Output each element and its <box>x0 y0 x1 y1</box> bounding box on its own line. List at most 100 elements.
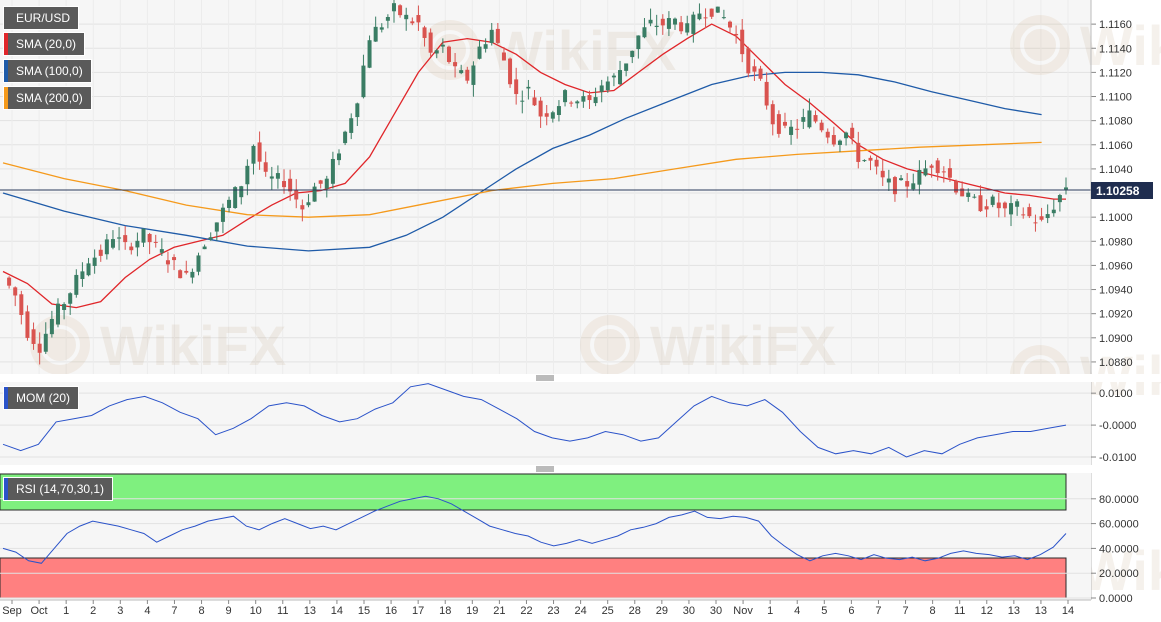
pane-divider-2[interactable] <box>0 465 1161 473</box>
candle-body <box>679 22 684 32</box>
sma20-legend[interactable]: SMA (20,0) <box>3 32 86 56</box>
candle-body <box>642 27 647 38</box>
rsi-grid <box>0 498 1091 599</box>
candle-body <box>165 260 170 265</box>
candle-body <box>117 237 122 239</box>
candle-body <box>752 66 757 72</box>
candle-body <box>819 122 824 131</box>
candle-body <box>935 160 940 174</box>
time-tick-label: Sep <box>2 605 22 617</box>
pane-resize-handle-2[interactable] <box>536 466 554 472</box>
watermark-logo-ring <box>40 325 80 365</box>
momentum-swatch <box>4 387 8 409</box>
candle-body <box>190 271 195 278</box>
candle-body <box>495 28 500 43</box>
candle-body <box>391 3 396 12</box>
momentum-legend[interactable]: MOM (20) <box>3 386 79 410</box>
candle-body <box>257 142 262 162</box>
current-price-label: 1.10258 <box>1096 184 1140 198</box>
candle-body <box>654 25 659 28</box>
candle-body <box>233 187 238 209</box>
sma200-legend[interactable]: SMA (200,0) <box>3 86 92 110</box>
time-tick-label: 13 <box>1008 605 1020 617</box>
momentum-axis: 0.0100 -0.0000 -0.0100 <box>1091 388 1136 464</box>
rsi-tick-label: 80.0000 <box>1099 494 1139 506</box>
candle-body <box>220 207 225 222</box>
time-tick-label: 25 <box>602 605 614 617</box>
candle-body <box>74 274 79 295</box>
sma200-line <box>2 141 1042 218</box>
candle-body <box>428 32 433 53</box>
time-tick-label: Nov <box>733 605 753 617</box>
candle-body <box>758 68 763 79</box>
candle-body <box>966 192 971 197</box>
time-tick-label: 8 <box>198 605 204 617</box>
candle-body <box>434 50 439 54</box>
candle-body <box>630 50 635 58</box>
candle-body <box>770 104 775 125</box>
candle-body <box>214 222 219 232</box>
price-panel <box>0 0 1091 374</box>
time-axis: Sep Oct 1 2 3 4 7 8 9 10 11 13 14 15 16 17 18 19 21 22 23 24 2… <box>0 599 1091 617</box>
candle-body <box>569 102 574 104</box>
pane-divider-1[interactable] <box>0 374 1161 382</box>
candle-body <box>648 19 653 24</box>
candle-body <box>1051 209 1056 214</box>
candle-body <box>483 44 488 49</box>
candle-body <box>477 46 482 59</box>
momentum-path <box>2 383 1067 458</box>
candle-body <box>68 293 73 304</box>
candle-body <box>532 97 537 106</box>
candle-body <box>263 162 268 172</box>
price-tick-label: 1.1060 <box>1099 140 1133 152</box>
price-tick-label: 1.1080 <box>1099 116 1133 128</box>
sma100-legend[interactable]: SMA (100,0) <box>3 59 92 83</box>
watermark-logo-icon <box>580 315 640 375</box>
candle-body <box>795 128 800 130</box>
candle-body <box>715 6 720 13</box>
candle-body <box>954 180 959 193</box>
candle-body <box>673 18 678 25</box>
rsi-tick-label: 60.0000 <box>1099 519 1139 531</box>
candle-body <box>868 157 873 161</box>
time-tick-label: 29 <box>656 605 668 617</box>
candle-series <box>7 0 1068 365</box>
sma200-swatch <box>4 87 8 109</box>
candle-body <box>685 23 690 33</box>
price-tick-label: 1.1160 <box>1099 19 1132 31</box>
price-grid <box>0 23 1091 363</box>
momentum-tick-label: -0.0100 <box>1099 452 1136 464</box>
candle-body <box>385 17 390 21</box>
pane-resize-handle-1[interactable] <box>536 375 554 381</box>
time-tick-label: 16 <box>385 605 397 617</box>
time-tick-label: 30 <box>710 605 722 617</box>
candle-body <box>275 173 280 179</box>
candle-body <box>1009 203 1014 215</box>
watermark-text: WikiFX <box>650 314 836 377</box>
momentum-line <box>2 383 1067 458</box>
candle-body <box>556 106 561 115</box>
candle-body <box>367 40 372 68</box>
candle-body <box>1064 187 1068 190</box>
price-tick-label: 1.1120 <box>1099 67 1132 79</box>
rsi-axis: 80.0000 60.0000 40.0000 20.0000 0.0000 <box>1091 494 1139 605</box>
sma20-line <box>2 23 1066 309</box>
price-tick-label: 1.0920 <box>1099 309 1133 321</box>
candle-body <box>813 115 818 122</box>
candle-body <box>501 52 506 61</box>
sma100-label: SMA (100,0) <box>16 64 83 78</box>
candle-body <box>703 17 708 19</box>
time-tick-label: 24 <box>574 605 586 617</box>
time-tick-label: 5 <box>821 605 827 617</box>
watermark-text: WikiFX <box>490 19 676 82</box>
candle-body <box>611 75 616 78</box>
time-tick-label: 11 <box>277 605 288 617</box>
time-tick-label: Oct <box>31 605 48 617</box>
candle-body <box>227 199 232 208</box>
rsi-legend[interactable]: RSI (14,70,30,1) <box>3 477 114 501</box>
symbol-tag[interactable]: EUR/USD <box>3 6 80 30</box>
time-tick-label: 17 <box>412 605 424 617</box>
candle-body <box>1021 214 1026 216</box>
momentum-label: MOM (20) <box>16 391 70 405</box>
sma20-label: SMA (20,0) <box>16 37 77 51</box>
